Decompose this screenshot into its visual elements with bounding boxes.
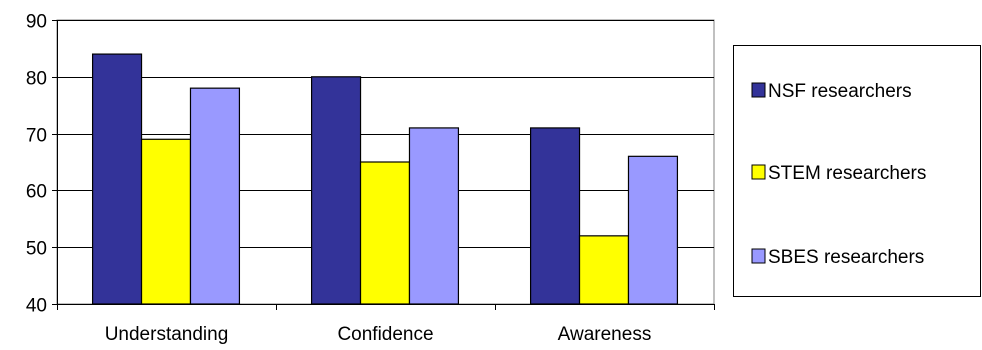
legend-swatch <box>751 82 766 98</box>
y-tick-label: 90 <box>26 12 47 33</box>
legend-label: STEM researchers <box>768 163 926 184</box>
y-tick-label: 50 <box>26 239 47 260</box>
bar-nsf-researchers-awareness <box>529 127 581 305</box>
x-tick-label: Confidence <box>337 324 433 345</box>
legend-swatch <box>751 248 766 264</box>
y-tick-label: 80 <box>26 69 47 90</box>
bars <box>91 53 679 305</box>
bar-nsf-researchers-confidence <box>310 76 362 305</box>
bar-stem-researchers-understanding <box>140 138 192 305</box>
bar-nsf-researchers-understanding <box>91 53 143 305</box>
bar-stem-researchers-awareness <box>578 235 630 305</box>
y-tick-label: 70 <box>26 126 47 147</box>
bar-sbes-researchers-confidence <box>408 127 460 305</box>
y-tick-labels: 40 50 60 70 80 90 <box>26 12 47 317</box>
axes <box>52 20 715 310</box>
y-tick-label: 40 <box>26 296 47 317</box>
legend-swatch <box>751 164 766 180</box>
y-tick-label: 60 <box>26 182 47 203</box>
legend: NSF researchers STEM researchers SBES rese… <box>733 45 981 297</box>
x-tick-labels: Understanding Confidence Awareness <box>105 324 652 345</box>
bar-sbes-researchers-understanding <box>189 87 241 305</box>
bar-stem-researchers-confidence <box>359 161 411 305</box>
x-tick-label: Understanding <box>105 324 229 345</box>
legend-label: NSF researchers <box>768 81 912 102</box>
legend-box <box>733 45 981 297</box>
bar-sbes-researchers-awareness <box>627 155 679 305</box>
x-tick-label: Awareness <box>558 324 652 345</box>
legend-label: SBES researchers <box>768 247 924 268</box>
